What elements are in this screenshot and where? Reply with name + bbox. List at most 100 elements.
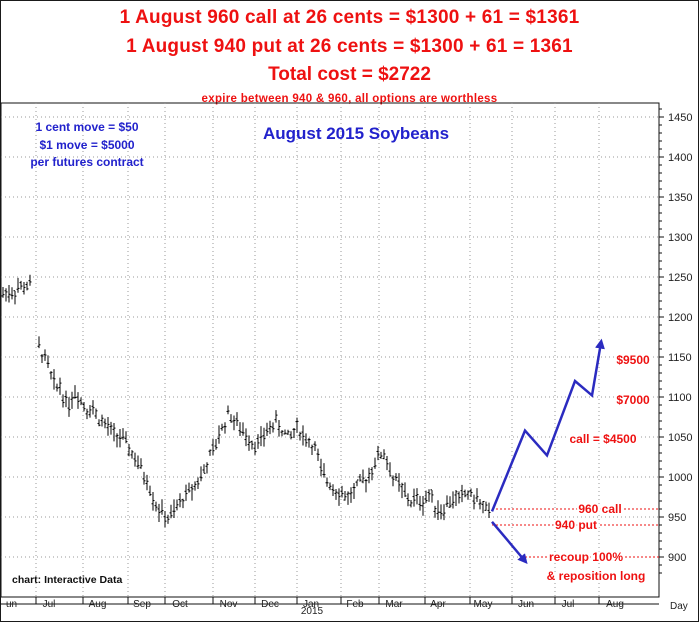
price-bar (43, 349, 47, 361)
price-bar (223, 422, 227, 434)
price-bar (310, 444, 314, 455)
price-bar (13, 290, 17, 305)
price-bar (79, 397, 83, 406)
price-bar (373, 457, 377, 469)
price-bar (169, 504, 173, 519)
price-bar (301, 425, 305, 446)
price-bar (82, 401, 86, 412)
price-bar (142, 471, 146, 485)
price-bar (475, 488, 479, 503)
price-bar (202, 464, 206, 474)
price-bar (184, 484, 188, 501)
price-bar (220, 423, 224, 431)
x-tick-label: May (474, 599, 493, 610)
price-bar (418, 495, 422, 511)
price-bar (130, 450, 134, 459)
price-bar (115, 433, 119, 448)
note-line-3: per futures contract (30, 155, 143, 169)
call-4500-label: call = $4500 (569, 432, 636, 446)
y-tick-label: 1000 (668, 472, 692, 484)
y-tick-label: 1250 (668, 272, 692, 284)
bullish-projection-arrow (490, 338, 605, 512)
x-unit-label: Day (670, 601, 688, 612)
price-bar (28, 274, 32, 286)
chart-title: August 2015 Soybeans (263, 124, 449, 143)
price-bar (454, 490, 458, 506)
price-bar (295, 417, 299, 433)
x-tick-label: Jul (562, 599, 575, 610)
y-tick-label: 1150 (668, 352, 692, 364)
y-tick-label: 1400 (668, 152, 692, 164)
price-bar (283, 429, 287, 435)
price-bar (109, 421, 113, 435)
price-bar (70, 391, 74, 409)
price-bar (1, 286, 5, 298)
y-tick-label: 900 (668, 552, 686, 564)
price-bar (22, 281, 26, 295)
price-bar (484, 501, 488, 511)
price-bar (397, 473, 401, 492)
x-year-label: 2015 (301, 606, 324, 617)
price-bar (10, 287, 14, 300)
price-bar (187, 482, 191, 493)
price-bar (457, 491, 461, 504)
y-tick-label: 1450 (668, 112, 692, 124)
price-bar (91, 400, 95, 415)
call-9500-label: $9500 (616, 353, 650, 367)
price-bar (214, 439, 218, 450)
price-bar (451, 491, 455, 509)
price-bar (313, 441, 317, 451)
y-tick-label: 1350 (668, 192, 692, 204)
recoup-label: recoup 100% (549, 550, 623, 564)
price-bar (199, 466, 203, 482)
price-bar (331, 484, 335, 496)
price-bar (253, 441, 257, 455)
price-bar (367, 467, 371, 484)
price-bar (361, 469, 365, 484)
price-bar (415, 488, 419, 505)
price-bar (409, 500, 413, 508)
price-bar (445, 495, 449, 507)
price-bar (349, 487, 353, 503)
price-bar (106, 417, 110, 436)
x-tick-label: un (6, 599, 17, 610)
price-bar (163, 510, 167, 528)
price-bar (238, 422, 242, 437)
price-bar (442, 504, 446, 521)
price-bar (64, 390, 68, 408)
price-bar (382, 449, 386, 460)
price-bar (262, 427, 266, 447)
price-bar (370, 467, 374, 481)
price-bar (154, 501, 158, 512)
price-bar (67, 397, 71, 417)
price-bar (355, 479, 359, 487)
x-tick-label: Mar (385, 599, 403, 610)
note-line-2: $1 move = $5000 (39, 138, 134, 152)
price-bar (196, 477, 200, 490)
plot-border (0, 102, 660, 598)
price-bar (148, 485, 152, 496)
price-bar (112, 423, 116, 442)
price-bar (337, 488, 341, 506)
reposition-label: & reposition long (547, 569, 646, 583)
price-bar (121, 428, 125, 440)
price-bar (37, 336, 41, 349)
y-tick-label: 1100 (668, 392, 692, 404)
price-bar (256, 434, 260, 449)
price-bar (250, 440, 254, 450)
x-tick-label: Apr (430, 599, 446, 610)
bearish-projection-arrow (491, 520, 528, 565)
note-line-1: 1 cent move = $50 (35, 120, 138, 134)
price-bar (52, 369, 56, 390)
y-tick-label: 950 (668, 512, 686, 524)
price-bar (472, 494, 476, 510)
price-bar (247, 435, 251, 451)
x-tick-label: Jan (303, 599, 319, 610)
price-bar (427, 489, 431, 502)
price-bar (97, 419, 101, 427)
price-bar (463, 489, 467, 498)
price-bar (124, 431, 128, 444)
x-tick-label: Aug (89, 599, 107, 610)
x-tick-label: Feb (346, 599, 364, 610)
